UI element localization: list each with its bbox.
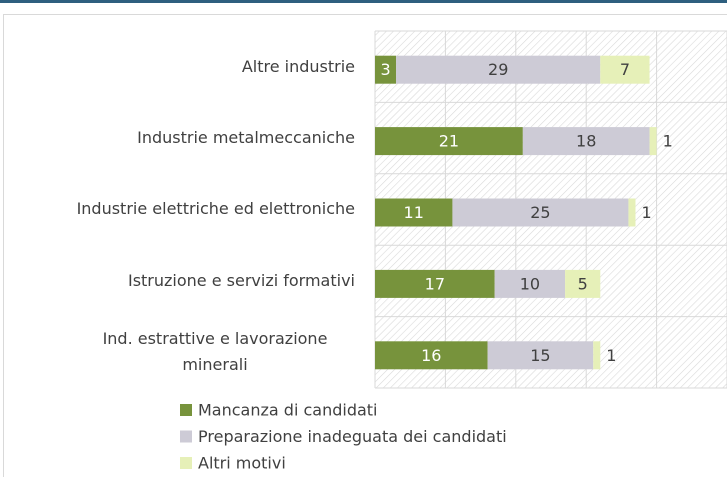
category-label-box: Industrie elettriche ed elettroniche: [55, 174, 355, 245]
data-label: 7: [620, 60, 630, 79]
category-label: Istruzione e servizi formativi: [127, 270, 355, 290]
bar-segment: [375, 341, 488, 370]
data-label: 15: [530, 346, 550, 365]
data-label: 25: [530, 203, 550, 222]
data-label: 1: [606, 346, 616, 365]
bar-segment: [565, 269, 601, 298]
data-label: 11: [404, 203, 424, 222]
category-label-box: Ind. estrattive e lavorazione minerali: [55, 317, 355, 388]
data-label: 29: [488, 60, 508, 79]
bar-segment: [375, 269, 495, 298]
category-label: Altre industrie: [241, 56, 355, 76]
data-label: 1: [663, 132, 673, 151]
bar-segment: [600, 55, 650, 84]
data-label: 17: [425, 274, 445, 293]
data-label: 16: [421, 346, 441, 365]
bar-segment: [487, 341, 594, 370]
data-label: 10: [520, 274, 540, 293]
data-label: 18: [576, 132, 596, 151]
chart-border: [3, 14, 727, 477]
category-label: Ind. estrattive e lavorazione minerali: [102, 329, 328, 375]
legend-label: Mancanza di candidati: [198, 401, 378, 420]
category-label: Industrie elettriche ed elettroniche: [76, 199, 355, 219]
legend-swatch: [180, 430, 192, 443]
bar-segment: [628, 198, 636, 227]
bar-segment: [522, 127, 650, 156]
top-bar: [0, 0, 727, 3]
bar-segment: [375, 198, 453, 227]
category-label-box: Industrie metalmeccaniche: [55, 102, 355, 173]
category-label-box: Altre industrie: [55, 31, 355, 102]
bar-segment: [649, 127, 657, 156]
legend-label: Altri motivi: [198, 454, 286, 473]
data-label: 1: [641, 203, 651, 222]
legend-swatch: [180, 404, 192, 416]
bar-segment: [593, 341, 601, 370]
data-label: 5: [578, 274, 588, 293]
bar-segment: [396, 55, 601, 84]
bar-segment: [375, 55, 397, 84]
category-label: Industrie metalmeccaniche: [137, 127, 355, 147]
legend-swatch: [180, 457, 192, 469]
bar-segment: [452, 198, 629, 227]
data-label: 21: [439, 132, 459, 151]
bar-segment: [375, 127, 523, 156]
data-label: 3: [380, 60, 390, 79]
legend-label: Preparazione inadeguata dei candidati: [198, 427, 507, 446]
category-label-box: Istruzione e servizi formativi: [55, 245, 355, 316]
bar-segment: [494, 269, 566, 298]
